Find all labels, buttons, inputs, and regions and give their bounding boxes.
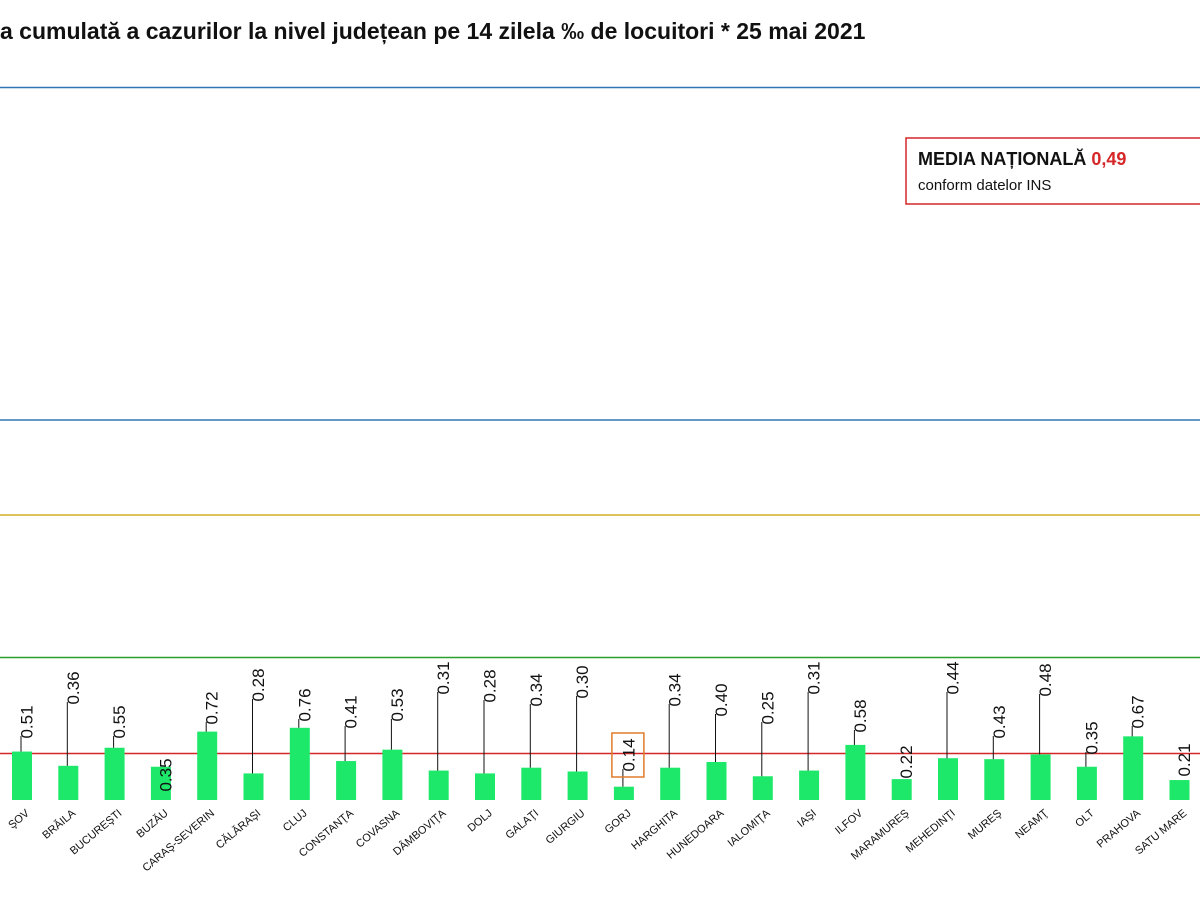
x-tick-label: IALOMIŢA [726, 807, 774, 850]
value-label: 0.51 [17, 705, 36, 738]
value-label: 0.40 [712, 683, 731, 716]
x-tick-label: GALAŢI [503, 807, 541, 841]
bar [984, 759, 1005, 800]
value-label: 0.30 [573, 665, 592, 698]
value-label: 0.31 [434, 661, 453, 694]
value-label: 0.53 [388, 688, 407, 721]
bar [289, 727, 310, 800]
bar [1030, 754, 1051, 800]
bar [752, 776, 773, 800]
x-tick-label: PRAHOVA [1095, 807, 1144, 851]
bar [58, 765, 79, 800]
highlight-box [611, 732, 645, 778]
value-label: 0.14 [619, 738, 638, 771]
bar [706, 762, 727, 800]
bar [613, 786, 634, 800]
x-tick-label: GORJ [603, 807, 634, 836]
bar [567, 771, 588, 800]
value-label: 0.34 [666, 673, 685, 706]
legend-box [905, 137, 1200, 205]
value-label: 0.41 [342, 695, 361, 728]
bar [104, 747, 125, 800]
value-label: 0.48 [1036, 663, 1055, 696]
legend-label: MEDIA NAȚIONALĂ 0,49 [918, 148, 1126, 169]
value-label: 0.35 [1082, 721, 1101, 754]
value-label: 0.34 [527, 673, 546, 706]
value-label: 0.67 [1129, 695, 1148, 728]
bar [150, 766, 171, 800]
x-tick-label: ŞOV [6, 807, 32, 832]
value-label: 0.31 [805, 661, 824, 694]
average-value: 0,49 [1091, 149, 1126, 169]
value-label: 0.21 [1175, 743, 1194, 776]
x-tick-label: CLUJ [281, 807, 310, 834]
value-label: 0.55 [110, 705, 129, 738]
bar [197, 731, 218, 800]
bar [660, 767, 681, 800]
bar [891, 779, 912, 800]
value-label: 0.44 [943, 661, 962, 694]
value-label: 0.22 [897, 745, 916, 778]
bar [1123, 736, 1144, 800]
value-label: 0.72 [203, 691, 222, 724]
bar [475, 773, 495, 800]
x-tick-label: GIURGIU [544, 807, 588, 846]
bar [336, 761, 357, 800]
x-tick-label: COVASNA [354, 807, 403, 851]
x-tick-label: BRĂILA [40, 806, 79, 842]
value-label: 0.25 [758, 691, 777, 724]
value-label: 0.43 [990, 705, 1009, 738]
value-label: 0.28 [249, 668, 268, 701]
bar [521, 767, 542, 800]
bar [428, 770, 449, 800]
bar [938, 758, 958, 800]
x-tick-label: DOLJ [466, 807, 495, 834]
x-tick-label: IAŞI [795, 807, 819, 830]
bar [12, 751, 32, 800]
value-label: 0.58 [851, 699, 870, 732]
bar [1169, 780, 1190, 800]
value-label: 0.76 [295, 688, 314, 721]
value-label: 0.35 [156, 758, 175, 791]
average-label: MEDIA NAȚIONALĂ [918, 148, 1086, 169]
bar [845, 744, 866, 800]
legend-note: conform datelor INS [918, 177, 1051, 194]
value-label: 0.36 [64, 671, 83, 704]
bar [799, 770, 820, 800]
x-tick-label: NEAMŢ [1013, 807, 1050, 841]
x-tick-label: MUREŞ [966, 807, 1004, 842]
x-tick-label: OLT [1073, 807, 1097, 830]
x-tick-label: CĂLĂRAŞI [213, 807, 263, 852]
chart-title: a cumulată a cazurilor la nivel județean… [0, 18, 866, 45]
value-label: 0.28 [480, 669, 499, 702]
bar [382, 749, 403, 800]
x-tick-label: MEHEDINŢI [904, 807, 958, 855]
x-tick-label: BUZĂU [134, 807, 171, 841]
bar [243, 773, 264, 800]
bar [1076, 766, 1097, 800]
x-tick-label: ILFOV [833, 807, 866, 837]
